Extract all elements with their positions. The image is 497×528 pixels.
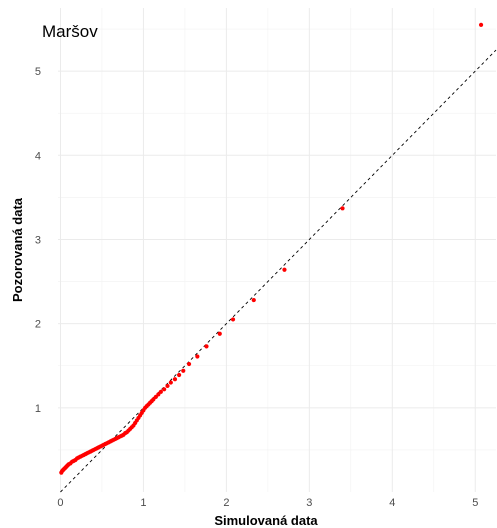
y-tick-label: 1	[35, 403, 41, 415]
plot-area	[58, 8, 497, 493]
data-point	[186, 361, 192, 367]
data-point	[165, 383, 170, 389]
x-tick-label: 1	[140, 497, 146, 509]
x-tick-label: 0	[57, 497, 63, 509]
data-point	[217, 331, 222, 336]
y-tick-label: 3	[35, 234, 41, 246]
y-tick-label: 4	[35, 150, 41, 162]
panel-title: Maršov	[42, 22, 98, 41]
data-point	[195, 354, 200, 359]
x-tick-label: 4	[389, 497, 395, 509]
data-point	[162, 387, 167, 392]
y-tick-label: 5	[35, 66, 41, 78]
data-point	[172, 377, 178, 382]
y-axis-title: Pozorovaná data	[10, 197, 25, 302]
x-tick-label: 5	[472, 497, 478, 509]
data-points	[59, 22, 484, 475]
panel-background	[58, 8, 496, 492]
data-point	[478, 22, 484, 27]
data-point	[158, 389, 163, 394]
y-axis-tick-labels: 1 2 3 4 5	[35, 66, 41, 415]
x-axis-tick-labels: 0 1 2 3 4 5	[57, 497, 478, 509]
identity-reference-line	[60, 49, 497, 493]
data-point	[282, 267, 287, 272]
y-tick-label: 2	[35, 319, 41, 331]
data-point	[177, 372, 182, 378]
x-tick-label: 2	[223, 497, 229, 509]
data-point	[251, 297, 256, 303]
x-axis-title: Simulovaná data	[214, 513, 318, 528]
minor-gridlines	[58, 8, 496, 492]
data-point	[340, 206, 345, 211]
data-point	[168, 380, 173, 385]
data-point	[181, 368, 186, 373]
data-point	[230, 317, 236, 322]
x-tick-label: 3	[306, 497, 312, 509]
data-point	[204, 344, 209, 349]
